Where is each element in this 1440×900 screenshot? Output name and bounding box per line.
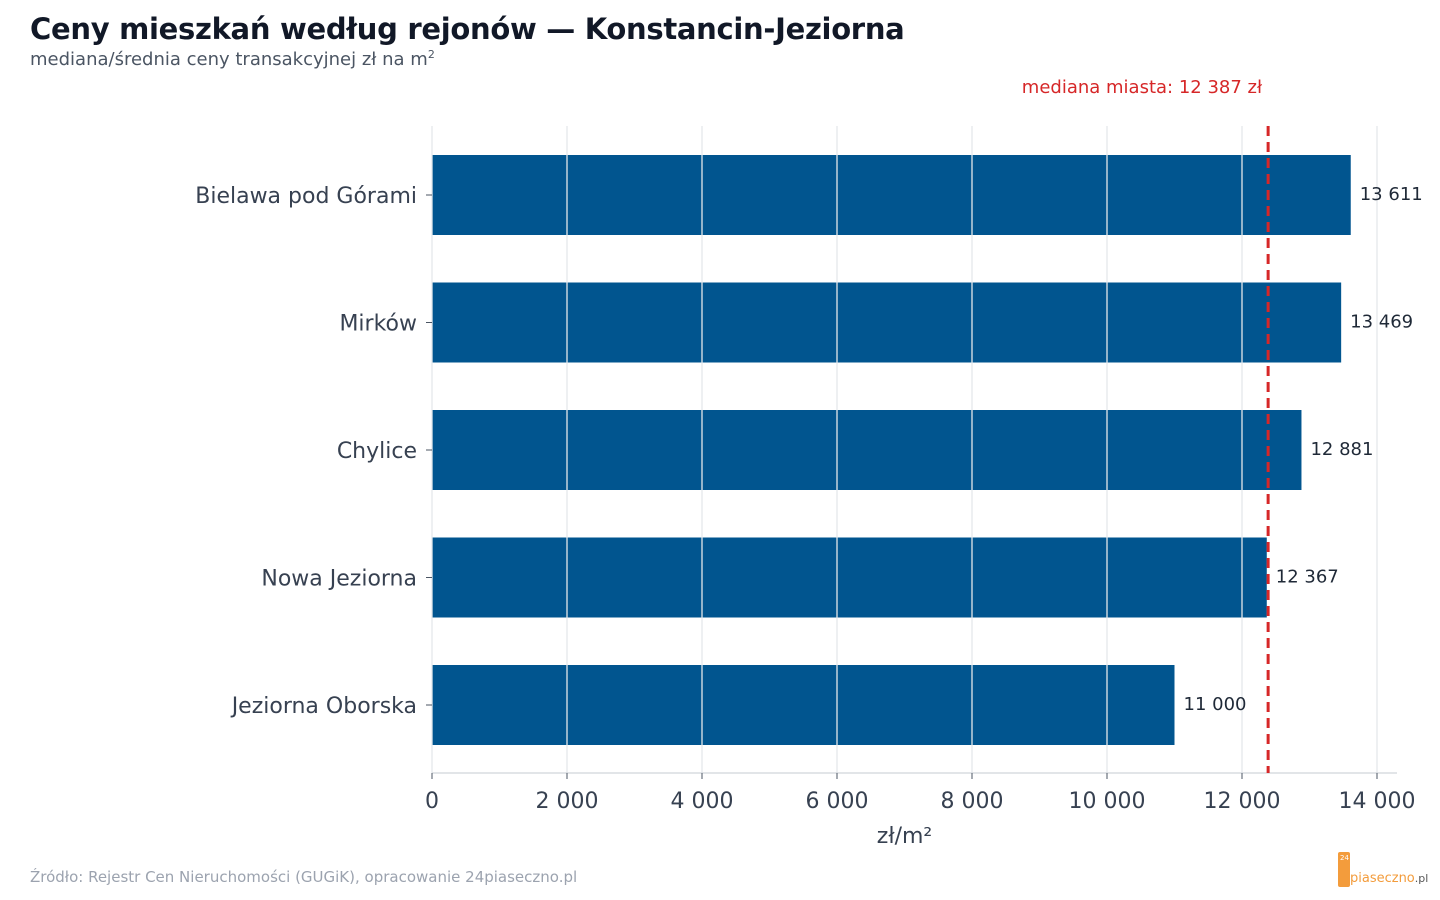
y-tick-label: Mirków (339, 312, 417, 337)
x-tick-label: 4 000 (671, 789, 734, 814)
y-tick-label: Jeziorna Oborska (230, 694, 417, 719)
data-label: 12 367 (1276, 567, 1339, 588)
y-tick-label: Chylice (337, 439, 417, 464)
logo-badge: 24 (1340, 854, 1349, 862)
chart-title: Ceny mieszkań według rejonów — Konstanci… (30, 12, 905, 46)
y-tick-label: Bielawa pod Górami (195, 184, 417, 209)
bar (432, 410, 1302, 490)
x-axis-title: zł/m² (877, 824, 932, 849)
data-label: 11 000 (1184, 694, 1247, 715)
logo-name: piaseczno (1350, 871, 1415, 886)
data-label: 13 469 (1350, 312, 1413, 333)
x-tick-label: 6 000 (806, 789, 869, 814)
data-label: 12 881 (1310, 439, 1373, 460)
x-tick-label: 2 000 (536, 789, 599, 814)
x-tick-label: 0 (425, 789, 439, 814)
bar (432, 282, 1342, 363)
x-tick-label: 10 000 (1069, 789, 1146, 814)
chart-subtitle-text: mediana/średnia ceny transakcyjnej zł na… (30, 49, 428, 70)
x-tick-label: 12 000 (1204, 789, 1281, 814)
x-tick-label: 14 000 (1339, 789, 1416, 814)
chart-subtitle-superscript: 2 (427, 48, 435, 61)
logo-tld: .pl (1414, 872, 1429, 885)
source-note: Źródło: Rejestr Cen Nieruchomości (GUGiK… (30, 868, 578, 886)
chart-subtitle: mediana/średnia ceny transakcyjnej zł na… (30, 48, 435, 70)
bar (432, 155, 1351, 235)
logo-text: piaseczno.pl (1350, 871, 1428, 886)
bar (432, 665, 1175, 745)
y-tick-label: Nowa Jeziorna (261, 567, 417, 592)
bar (432, 537, 1267, 618)
x-tick-label: 8 000 (941, 789, 1004, 814)
brand-logo: 24 piaseczno.pl (1336, 850, 1428, 890)
logo-mark-icon (1338, 852, 1350, 887)
data-label: 13 611 (1360, 184, 1423, 205)
median-reference-label: mediana miasta: 12 387 zł (1022, 77, 1263, 98)
